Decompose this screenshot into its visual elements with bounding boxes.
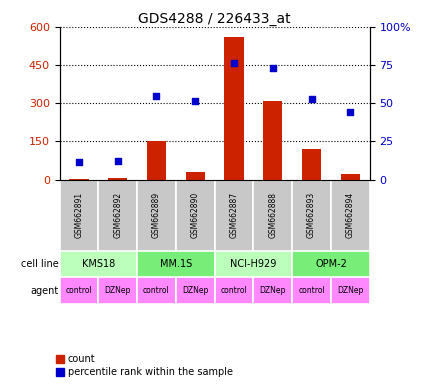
Text: control: control bbox=[143, 286, 170, 295]
Text: control: control bbox=[298, 286, 325, 295]
Bar bbox=[341, 174, 360, 180]
Bar bbox=[69, 179, 88, 180]
Bar bbox=[215, 180, 253, 251]
Point bbox=[231, 60, 238, 66]
Bar bbox=[215, 251, 292, 277]
Text: GSM662889: GSM662889 bbox=[152, 192, 161, 238]
Text: GSM662887: GSM662887 bbox=[230, 192, 238, 238]
Text: DZNep: DZNep bbox=[105, 286, 131, 295]
Bar bbox=[176, 277, 215, 304]
Bar bbox=[137, 251, 215, 277]
Bar bbox=[292, 251, 370, 277]
Text: GSM662893: GSM662893 bbox=[307, 192, 316, 238]
Text: control: control bbox=[65, 286, 92, 295]
Bar bbox=[263, 101, 283, 180]
Bar bbox=[292, 180, 331, 251]
Text: agent: agent bbox=[31, 286, 59, 296]
Text: DZNep: DZNep bbox=[182, 286, 208, 295]
Text: DZNep: DZNep bbox=[260, 286, 286, 295]
Text: GSM662892: GSM662892 bbox=[113, 192, 122, 238]
Title: GDS4288 / 226433_at: GDS4288 / 226433_at bbox=[138, 12, 291, 26]
Point bbox=[153, 93, 160, 99]
Point bbox=[192, 98, 198, 104]
Point bbox=[308, 96, 315, 103]
Bar bbox=[60, 277, 98, 304]
Text: GSM662894: GSM662894 bbox=[346, 192, 355, 238]
Bar bbox=[108, 177, 128, 180]
Bar bbox=[331, 180, 370, 251]
Text: control: control bbox=[221, 286, 247, 295]
Bar bbox=[215, 277, 253, 304]
Bar bbox=[224, 37, 244, 180]
Point bbox=[114, 158, 121, 164]
Text: MM.1S: MM.1S bbox=[160, 259, 192, 269]
Bar bbox=[176, 180, 215, 251]
Text: OPM-2: OPM-2 bbox=[315, 259, 347, 269]
Bar bbox=[137, 180, 176, 251]
Bar bbox=[98, 180, 137, 251]
Point bbox=[269, 65, 276, 71]
Bar bbox=[137, 277, 176, 304]
Bar bbox=[302, 149, 321, 180]
Bar bbox=[60, 251, 137, 277]
Text: NCI-H929: NCI-H929 bbox=[230, 259, 277, 269]
Text: GSM662888: GSM662888 bbox=[268, 192, 277, 238]
Text: DZNep: DZNep bbox=[337, 286, 363, 295]
Point bbox=[347, 109, 354, 115]
Text: GSM662890: GSM662890 bbox=[191, 192, 200, 238]
Text: KMS18: KMS18 bbox=[82, 259, 115, 269]
Legend: count, percentile rank within the sample: count, percentile rank within the sample bbox=[56, 354, 232, 377]
Point bbox=[76, 159, 82, 165]
Bar bbox=[253, 180, 292, 251]
Text: cell line: cell line bbox=[21, 259, 59, 269]
Text: GSM662891: GSM662891 bbox=[74, 192, 83, 238]
Bar bbox=[147, 141, 166, 180]
Bar bbox=[186, 172, 205, 180]
Bar bbox=[60, 180, 98, 251]
Bar bbox=[253, 277, 292, 304]
Bar bbox=[98, 277, 137, 304]
Bar bbox=[331, 277, 370, 304]
Bar bbox=[292, 277, 331, 304]
